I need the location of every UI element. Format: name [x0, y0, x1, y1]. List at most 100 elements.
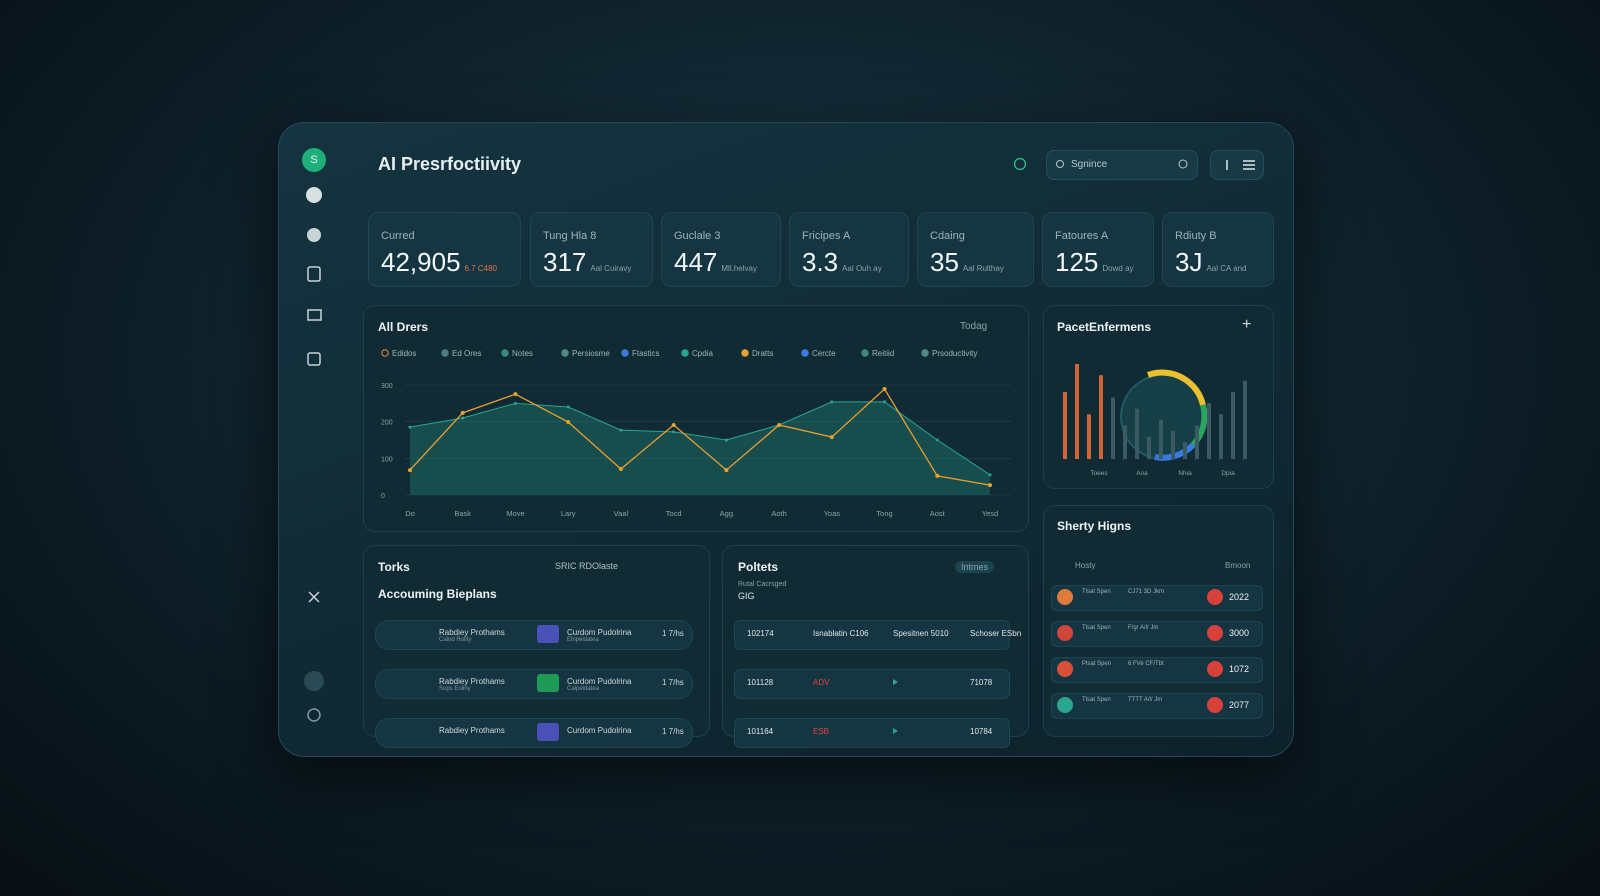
- point: [882, 387, 887, 392]
- y-tick-label: 300: [381, 383, 393, 390]
- kpi-note: 6.7 C480: [464, 264, 497, 273]
- bar: [1195, 425, 1199, 459]
- kpi-label: Rdiuty B: [1175, 230, 1217, 242]
- legend-label: Cercte: [812, 349, 836, 358]
- legend-label: Edidos: [392, 349, 416, 358]
- legend-swatch: [921, 349, 929, 357]
- highs-col: Bmoon: [1225, 561, 1251, 570]
- kpi-note: Aal Ouh ay: [842, 264, 882, 273]
- task-name: Rabdiey Prothams: [439, 677, 505, 686]
- legend-label: Ed Ores: [452, 349, 481, 358]
- kpi-label: Fricipes A: [802, 230, 851, 242]
- logo[interactable]: S: [302, 148, 326, 172]
- search-box[interactable]: Sgnince: [1046, 150, 1198, 180]
- polter-row[interactable]: [734, 718, 1010, 748]
- task-row[interactable]: [375, 669, 693, 699]
- high-row[interactable]: [1051, 585, 1263, 611]
- bar: [1111, 397, 1115, 459]
- polter-cell: ESB: [813, 727, 830, 736]
- high-badge: [1207, 661, 1223, 677]
- task-name: Rabdiey Prothams: [439, 628, 505, 637]
- polters-subtitle: Rutal Cacrsged: [738, 581, 787, 588]
- kpi-number: 42,905: [381, 247, 461, 277]
- kpi-card[interactable]: Rdiuty B 3J Aal CA and: [1162, 212, 1274, 287]
- task-sub: Sups Eoliny: [439, 686, 471, 692]
- kpi-value: 3.3 Aal Ouh ay: [802, 247, 882, 278]
- point: [724, 468, 729, 473]
- legend-label: Ftastics: [632, 349, 660, 358]
- legend-label: Persiosme: [572, 349, 610, 358]
- nav-icon[interactable]: [307, 266, 321, 282]
- legend-label: Reitiid: [872, 349, 894, 358]
- kpi-card[interactable]: Fatoures A 125 Dowd ay: [1042, 212, 1154, 287]
- polter-cell: Schoser ESbn: [970, 629, 1022, 638]
- task-icon: [537, 625, 559, 643]
- nav-icon[interactable]: [307, 228, 321, 242]
- kpi-card[interactable]: Cdaing 35 Aal Rulthay: [917, 212, 1034, 287]
- y-tick-label: 200: [381, 420, 393, 427]
- bar: [1231, 391, 1235, 459]
- kpi-label: Curred: [381, 230, 415, 242]
- y-tick-label: 0: [381, 493, 385, 500]
- legend-label: Notes: [512, 349, 533, 358]
- point: [988, 483, 992, 488]
- close-icon[interactable]: [308, 591, 320, 603]
- point: [513, 401, 517, 405]
- user-icon[interactable]: [304, 671, 324, 691]
- task-sub: Calod Rolity: [439, 637, 472, 643]
- add-button[interactable]: +: [1242, 316, 1252, 333]
- bar: [1087, 414, 1091, 459]
- menu-button[interactable]: [1210, 150, 1264, 180]
- point: [988, 473, 992, 477]
- polters-sub-value: GIG: [738, 591, 755, 601]
- nav-icon[interactable]: [306, 187, 322, 203]
- high-icon: [1057, 589, 1073, 605]
- high-row[interactable]: [1051, 621, 1263, 647]
- point: [777, 422, 782, 427]
- bar: [1135, 408, 1139, 459]
- point: [829, 435, 834, 440]
- task-row[interactable]: [375, 620, 693, 650]
- y-tick-label: 100: [381, 456, 393, 463]
- tasks-badge[interactable]: SRIC RDOlaste: [555, 561, 619, 571]
- period-select[interactable]: Todag: [960, 321, 988, 332]
- kpi-card[interactable]: Curred 42,905 6.7 C480: [368, 212, 521, 287]
- bar: [1147, 436, 1151, 459]
- bar: [1219, 414, 1223, 459]
- x-tick-label: Aoth: [771, 509, 786, 518]
- polter-cell: Isnablatin C106: [813, 629, 869, 638]
- bar: [1099, 375, 1103, 459]
- kpi-value: 125 Dowd ay: [1055, 247, 1134, 278]
- nav-icon[interactable]: [307, 352, 321, 366]
- high-row[interactable]: [1051, 657, 1263, 683]
- play-icon: [893, 728, 898, 734]
- high-detail: 6 FVe CF/Tbt: [1128, 661, 1164, 667]
- x-tick-label: Yesd: [982, 509, 998, 518]
- x-tick-label: Agg: [720, 509, 733, 518]
- high-badge: [1207, 589, 1223, 605]
- polters-badge[interactable]: Intmes: [955, 561, 995, 573]
- x-tick-label: Bask: [454, 509, 471, 518]
- task-row[interactable]: [375, 718, 693, 748]
- x-tick-label: Do: [405, 509, 415, 518]
- point: [672, 430, 676, 434]
- point: [513, 392, 518, 397]
- point: [461, 416, 465, 420]
- polter-row[interactable]: [734, 620, 1010, 650]
- high-row[interactable]: [1051, 693, 1263, 719]
- help-icon[interactable]: [307, 708, 321, 722]
- bar: [1243, 380, 1247, 459]
- legend-swatch: [861, 349, 869, 357]
- point: [460, 410, 465, 415]
- x-tick-label: Dpia: [1221, 470, 1235, 477]
- polter-row[interactable]: [734, 669, 1010, 699]
- nav-icon[interactable]: [307, 309, 322, 321]
- point: [408, 468, 412, 473]
- x-tick-label: Lary: [561, 509, 576, 518]
- kpi-card[interactable]: Guclale 3 447 Mll.helvay: [661, 212, 781, 287]
- donut-arc: [1146, 369, 1206, 406]
- kpi-card[interactable]: Tung Hla 8 317 Aal Cuiravy: [530, 212, 653, 287]
- app-title: AI Presrfoctiivity: [378, 154, 522, 174]
- legend-label: Prsoductivity: [932, 349, 977, 358]
- kpi-card[interactable]: Fricipes A 3.3 Aal Ouh ay: [789, 212, 909, 287]
